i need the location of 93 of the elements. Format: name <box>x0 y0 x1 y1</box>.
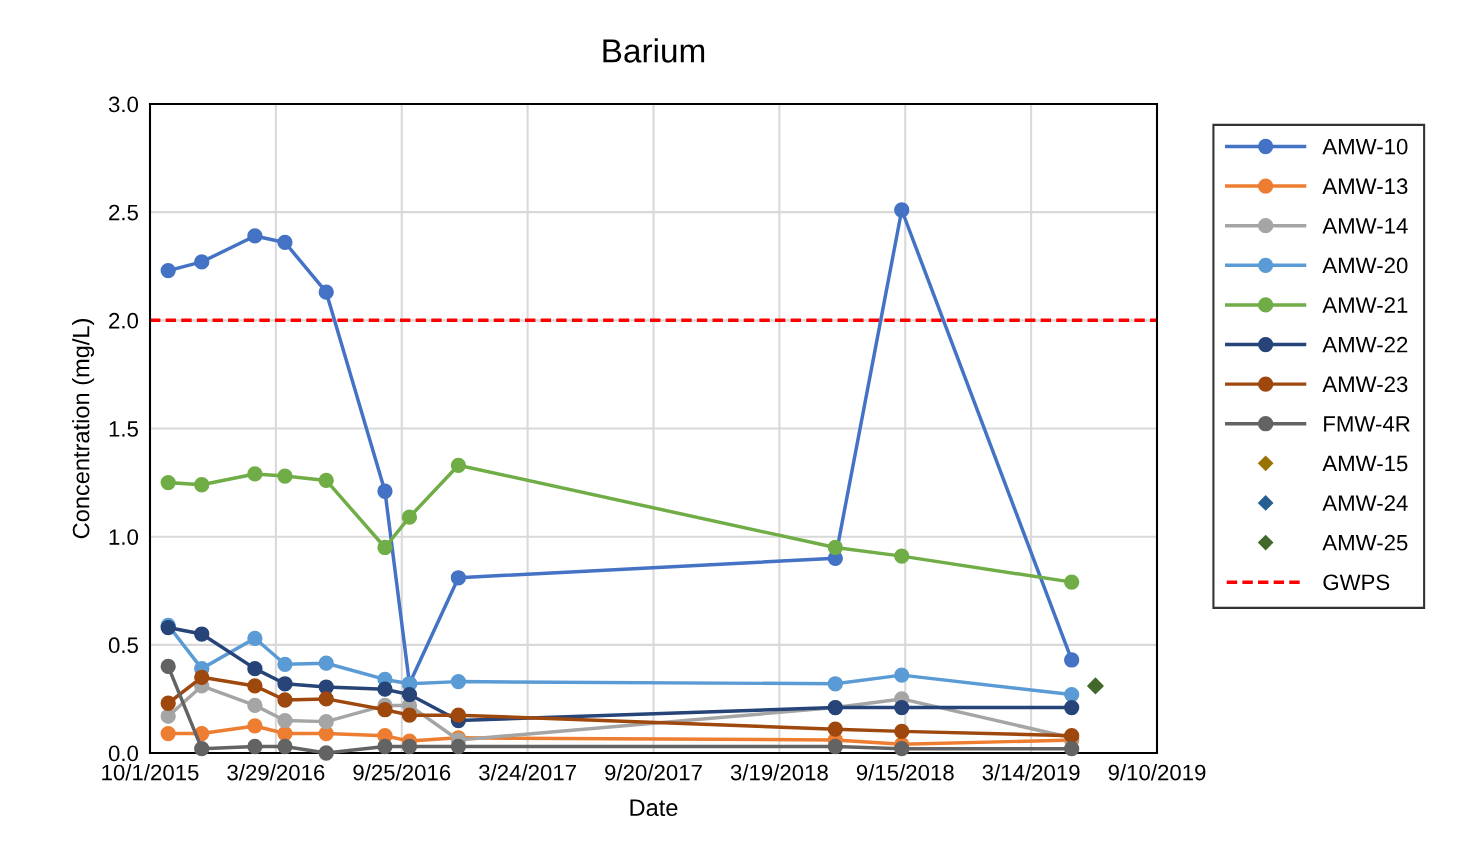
point <box>450 570 467 586</box>
point <box>894 548 910 564</box>
chart-title: Barium <box>603 38 705 63</box>
legend-label: AMW-25 <box>1322 534 1408 551</box>
point <box>450 673 467 690</box>
point <box>401 738 418 755</box>
point <box>377 702 393 718</box>
x-axis-title: Date <box>630 799 678 817</box>
point <box>318 745 334 761</box>
x-tick-label: 9/15/2018 <box>856 764 954 781</box>
legend-label: GWPS <box>1323 574 1390 591</box>
point <box>401 707 418 723</box>
point <box>401 509 418 525</box>
point <box>277 468 293 484</box>
point <box>450 707 467 723</box>
point <box>894 667 910 683</box>
point <box>247 466 263 482</box>
x-tick-label: 3/19/2018 <box>730 764 828 781</box>
point <box>160 708 176 724</box>
y-tick-label: 3.0 <box>108 96 139 113</box>
point <box>318 284 334 300</box>
point <box>160 262 176 279</box>
point <box>827 738 843 755</box>
legend-label: AMW-22 <box>1322 336 1408 353</box>
point <box>1064 652 1080 668</box>
point <box>194 477 210 493</box>
point <box>318 691 334 707</box>
point <box>1064 699 1080 716</box>
x-tick-label: 9/10/2019 <box>1108 764 1206 781</box>
y-axis-title: Concentration (mg/L) <box>72 319 95 539</box>
point <box>894 741 910 757</box>
x-tick-label: 9/20/2017 <box>605 764 702 781</box>
y-tick-label: 1.0 <box>109 529 139 545</box>
point <box>247 228 263 244</box>
point <box>377 539 393 556</box>
point <box>194 741 210 757</box>
x-tick-label: 3/29/2016 <box>227 764 325 781</box>
x-tick-label: 9/25/2016 <box>353 764 451 781</box>
point <box>277 676 293 692</box>
point <box>247 678 263 694</box>
y-tick-label: 0.0 <box>108 745 139 762</box>
y-tick-label: 2.5 <box>109 204 138 221</box>
point <box>450 457 467 473</box>
point <box>894 202 910 218</box>
point <box>160 658 176 675</box>
point <box>247 738 263 755</box>
point <box>160 474 176 491</box>
point <box>450 738 467 755</box>
point <box>377 681 393 697</box>
point <box>1087 677 1104 695</box>
point <box>318 655 334 671</box>
x-tick-label: 3/14/2019 <box>982 764 1080 781</box>
point <box>277 656 293 672</box>
legend-label: AMW-24 <box>1322 495 1408 511</box>
legend-label: AMW-10 <box>1322 138 1408 155</box>
point <box>1064 686 1080 703</box>
point <box>1064 574 1080 590</box>
point <box>377 483 393 499</box>
point <box>401 686 418 703</box>
point <box>247 697 263 714</box>
point <box>194 626 210 642</box>
point <box>318 713 334 730</box>
point <box>160 725 176 742</box>
point <box>827 721 843 737</box>
legend-label: AMW-14 <box>1322 218 1408 234</box>
legend-label: AMW-15 <box>1322 455 1408 472</box>
legend-label: AMW-20 <box>1322 257 1408 274</box>
y-tick-label: 1.5 <box>109 421 138 437</box>
point <box>194 254 210 270</box>
point <box>247 660 263 677</box>
y-tick-label: 2.0 <box>109 312 139 329</box>
point <box>194 669 210 685</box>
point <box>247 718 263 734</box>
point <box>277 712 293 729</box>
x-tick-label: 3/24/2017 <box>479 764 576 781</box>
point <box>277 234 293 251</box>
legend-label: AMW-23 <box>1322 376 1408 393</box>
point <box>247 630 263 646</box>
point <box>827 676 843 692</box>
point <box>377 738 393 755</box>
point <box>894 699 910 716</box>
point <box>1064 741 1080 757</box>
legend-label: FMW-4R <box>1324 416 1410 432</box>
legend-label: AMW-13 <box>1322 178 1408 195</box>
legend-label: AMW-21 <box>1322 297 1408 313</box>
point <box>827 539 843 556</box>
y-tick-label: 0.5 <box>108 637 138 654</box>
point <box>318 472 334 489</box>
point <box>160 695 176 711</box>
point <box>894 723 910 740</box>
x-tick-label: 10/1/2015 <box>102 764 199 781</box>
point <box>277 738 293 755</box>
point <box>277 692 293 708</box>
